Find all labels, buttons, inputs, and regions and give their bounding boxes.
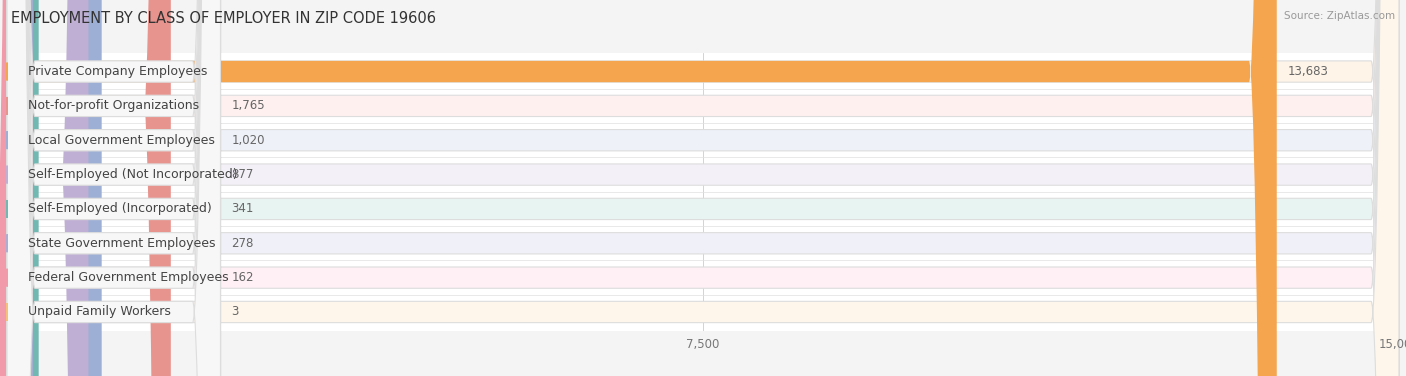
- FancyBboxPatch shape: [7, 0, 1399, 376]
- FancyBboxPatch shape: [0, 0, 35, 376]
- FancyBboxPatch shape: [7, 0, 101, 376]
- FancyBboxPatch shape: [7, 0, 1399, 376]
- Text: 278: 278: [232, 237, 254, 250]
- Text: Federal Government Employees: Federal Government Employees: [28, 271, 229, 284]
- FancyBboxPatch shape: [7, 0, 221, 376]
- FancyBboxPatch shape: [7, 0, 221, 376]
- FancyBboxPatch shape: [7, 0, 221, 376]
- Text: 1,020: 1,020: [232, 134, 266, 147]
- FancyBboxPatch shape: [7, 0, 1277, 376]
- Text: Self-Employed (Incorporated): Self-Employed (Incorporated): [28, 202, 212, 215]
- Text: State Government Employees: State Government Employees: [28, 237, 217, 250]
- Text: 877: 877: [232, 168, 254, 181]
- FancyBboxPatch shape: [7, 0, 1399, 376]
- FancyBboxPatch shape: [7, 0, 221, 376]
- FancyBboxPatch shape: [7, 0, 221, 376]
- FancyBboxPatch shape: [7, 0, 39, 376]
- FancyBboxPatch shape: [7, 0, 221, 376]
- Text: 13,683: 13,683: [1288, 65, 1329, 78]
- Text: Not-for-profit Organizations: Not-for-profit Organizations: [28, 99, 200, 112]
- FancyBboxPatch shape: [7, 0, 89, 376]
- Text: Local Government Employees: Local Government Employees: [28, 134, 215, 147]
- Text: 3: 3: [232, 305, 239, 318]
- Text: Source: ZipAtlas.com: Source: ZipAtlas.com: [1284, 11, 1395, 21]
- Text: 162: 162: [232, 271, 254, 284]
- FancyBboxPatch shape: [7, 0, 1399, 376]
- FancyBboxPatch shape: [7, 0, 221, 376]
- FancyBboxPatch shape: [6, 0, 35, 376]
- Text: Self-Employed (Not Incorporated): Self-Employed (Not Incorporated): [28, 168, 238, 181]
- FancyBboxPatch shape: [7, 0, 1399, 376]
- FancyBboxPatch shape: [7, 0, 1399, 376]
- Text: 341: 341: [232, 202, 254, 215]
- FancyBboxPatch shape: [7, 0, 170, 376]
- Text: EMPLOYMENT BY CLASS OF EMPLOYER IN ZIP CODE 19606: EMPLOYMENT BY CLASS OF EMPLOYER IN ZIP C…: [11, 11, 436, 26]
- FancyBboxPatch shape: [7, 0, 221, 376]
- Text: Unpaid Family Workers: Unpaid Family Workers: [28, 305, 172, 318]
- Text: Private Company Employees: Private Company Employees: [28, 65, 208, 78]
- FancyBboxPatch shape: [7, 0, 1399, 376]
- FancyBboxPatch shape: [7, 0, 1399, 376]
- Text: 1,765: 1,765: [232, 99, 266, 112]
